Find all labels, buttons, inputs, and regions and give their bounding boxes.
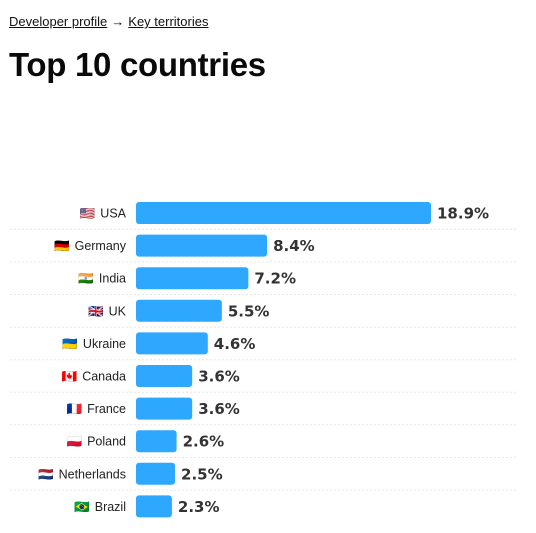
bar-canada[interactable]: [136, 365, 193, 387]
value-label-netherlands: 2.5%: [181, 465, 223, 483]
tick-label-uk: 🇬🇧 UK: [88, 304, 127, 318]
breadcrumb-arrow-icon: →: [111, 14, 125, 29]
value-label-france: 3.6%: [198, 400, 240, 418]
flag-icon-uk: 🇬🇧: [88, 304, 104, 318]
bar-ukraine[interactable]: [136, 332, 208, 355]
value-label-brazil: 2.3%: [178, 498, 220, 516]
tick-label-netherlands: 🇳🇱 Netherlands: [38, 467, 126, 481]
value-label-canada: 3.6%: [198, 368, 240, 386]
tick-label-usa: 🇺🇸 USA: [80, 207, 127, 221]
bar-chart: 🇺🇸 USA 18.9% 🇩🇪 Germany 8.4% 🇮🇳 India 7.2% 🇬🇧 UK 5.…: [10, 202, 518, 518]
bar-usa[interactable]: [136, 202, 431, 224]
flag-icon-brazil: 🇧🇷: [74, 500, 90, 514]
country-name: Germany: [75, 239, 127, 253]
bar-germany[interactable]: [136, 234, 268, 257]
flag-icon-canada: 🇨🇦: [62, 370, 78, 384]
value-label-poland: 2.6%: [183, 433, 225, 451]
value-label-germany: 8.4%: [273, 237, 315, 255]
flag-icon-usa: 🇺🇸: [80, 207, 96, 221]
page-title: Top 10 countries: [9, 46, 266, 83]
tick-label-brazil: 🇧🇷 Brazil: [74, 500, 126, 514]
breadcrumb-link-developer-profile[interactable]: Developer profile: [9, 14, 108, 29]
country-name: Canada: [82, 370, 126, 384]
country-name: France: [87, 402, 126, 416]
bar-india[interactable]: [136, 267, 249, 290]
breadcrumb-link-key-territories[interactable]: Key territories: [128, 14, 209, 29]
country-name: Ukraine: [83, 337, 126, 351]
country-name: Brazil: [95, 500, 126, 514]
tick-label-germany: 🇩🇪 Germany: [54, 239, 127, 253]
tick-label-france: 🇫🇷 France: [67, 402, 127, 416]
bar-france[interactable]: [136, 397, 193, 420]
flag-icon-poland: 🇵🇱: [66, 435, 82, 449]
tick-label-poland: 🇵🇱 Poland: [66, 435, 126, 449]
flag-icon-france: 🇫🇷: [67, 402, 83, 416]
country-name: India: [99, 272, 126, 286]
country-name: USA: [100, 207, 126, 221]
tick-label-india: 🇮🇳 India: [78, 272, 126, 286]
tick-label-canada: 🇨🇦 Canada: [62, 370, 126, 384]
country-name: UK: [109, 304, 127, 318]
country-name: Poland: [87, 435, 126, 449]
value-label-uk: 5.5%: [228, 302, 270, 320]
country-name: Netherlands: [59, 467, 126, 481]
breadcrumb: Developer profile → Key territories: [9, 14, 208, 29]
bar-netherlands[interactable]: [136, 462, 176, 485]
tick-label-ukraine: 🇺🇦 Ukraine: [62, 337, 126, 351]
flag-icon-germany: 🇩🇪: [54, 239, 70, 253]
value-label-ukraine: 4.6%: [214, 335, 256, 353]
value-label-usa: 18.9%: [437, 205, 489, 223]
flag-icon-netherlands: 🇳🇱: [38, 467, 54, 481]
bar-brazil[interactable]: [136, 495, 172, 518]
flag-icon-india: 🇮🇳: [78, 272, 94, 286]
bar-poland[interactable]: [136, 430, 177, 453]
bar-uk[interactable]: [136, 299, 222, 322]
flag-icon-ukraine: 🇺🇦: [62, 337, 78, 351]
value-label-india: 7.2%: [254, 270, 296, 288]
